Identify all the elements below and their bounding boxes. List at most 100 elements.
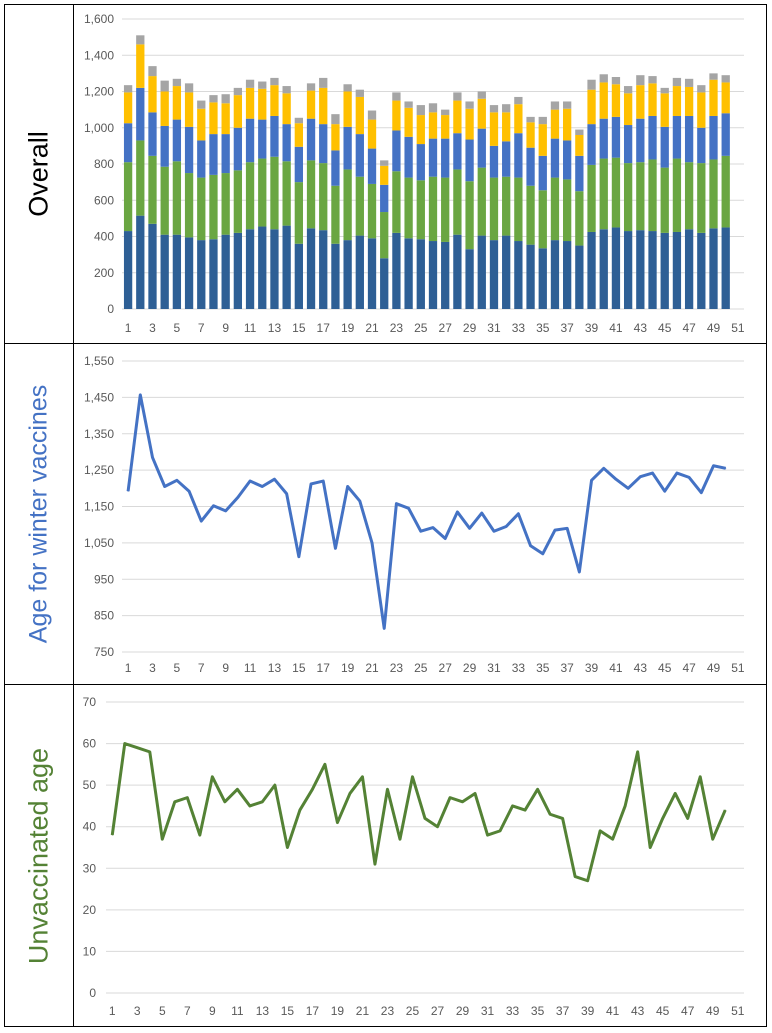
y-tick-label: 600 [94,193,114,207]
x-tick-label: 37 [560,321,574,335]
bar-segment [123,231,133,309]
y-tick-label: 20 [83,903,97,917]
x-tick-label: 9 [222,661,229,675]
bar-segment [563,179,572,242]
data-point [574,876,576,878]
bar-segment [136,35,145,45]
bar-segment [428,176,438,242]
data-point [124,743,126,745]
bar-segment [233,170,243,233]
bar-segment [148,112,157,156]
bar-segment [160,80,169,92]
data-point [652,472,654,474]
bar-segment [148,76,157,113]
data-point [462,801,464,803]
x-tick-label: 13 [268,661,282,675]
x-tick-label: 7 [198,661,205,675]
bar-segment [587,124,596,165]
bar-segment [623,231,633,309]
bar-segment [380,165,389,185]
data-point [359,500,361,502]
data-point [662,817,664,819]
bar-segment [428,112,438,139]
y-tick-label: 0 [107,302,114,316]
unvaccinated-row: Unvaccinated age 0 10 20 30 40 50 60 70 1 3 5 7 9 11 1… [5,685,766,1026]
bar-segment [197,140,206,178]
bar-segment [428,138,438,177]
bar-segment [404,107,413,137]
data-point [474,792,476,794]
x-tick-label: 39 [581,1004,595,1018]
bar-segment [477,167,486,236]
x-tick-label: 7 [198,321,205,335]
bar-segment [672,86,682,116]
bar-segment [331,185,340,244]
unvaccinated-chart-cell: 0 10 20 30 40 50 60 70 1 3 5 7 9 11 13 15 17 19 21 23 25 27 29… [74,685,766,1026]
bar-segment [282,93,291,125]
x-tick-label: 47 [682,661,696,675]
bar-segment [623,93,633,126]
data-point [537,788,539,790]
bar-segment [123,85,133,93]
bar-segment [514,241,523,309]
bar-segment [538,248,547,309]
bar-segment [392,92,401,101]
data-point [237,496,239,498]
x-tick-label: 45 [656,1004,670,1018]
bar-segment [148,223,157,309]
bar-segment [660,126,669,168]
bar-segment [319,124,328,164]
bar-segment [172,78,182,87]
bar-segment [697,163,706,233]
bar-segment [502,141,511,177]
bar-segment [709,159,718,229]
bar-segment [599,158,608,230]
data-point [336,822,338,824]
bar-segment [331,243,340,309]
x-tick-label: 33 [512,321,526,335]
winter-label-cell: Age for winter vaccines [5,344,74,684]
data-point [322,480,324,482]
bar-segment [611,157,621,228]
bar-segment [270,77,279,86]
x-tick-label: 37 [560,661,574,675]
data-point [481,512,483,514]
bar-segment [282,124,291,162]
bar-segment [587,79,596,90]
data-point [437,826,439,828]
bar-segment [233,87,243,96]
bar-segment [550,101,560,110]
bar-segment [514,104,523,134]
bar-segment [660,87,669,94]
bar-segment [502,112,511,142]
x-tick-label: 35 [536,661,550,675]
bar-segment [428,103,438,113]
bar-segment [258,119,267,159]
data-point [286,493,288,495]
bar-segment [636,75,645,86]
bar-segment [697,232,706,309]
x-tick-label: 21 [365,321,379,335]
x-tick-label: 39 [585,321,599,335]
x-tick-label: 31 [487,661,501,675]
data-point [299,809,301,811]
bar-segment [172,234,182,309]
bar-segment [245,229,255,309]
data-point [151,456,153,458]
unvaccinated-label: Unvaccinated age [23,747,54,964]
bar-segment [550,240,560,309]
winter-chart-cell: 750 850 950 1,050 1,150 1,250 1,350 1,450 1,550 1… [74,344,766,684]
x-tick-label: 19 [331,1004,345,1018]
x-tick-label: 17 [317,321,331,335]
data-point [724,809,726,811]
data-point [188,490,190,492]
bar-segment [587,231,596,309]
bar-segment [209,95,218,103]
bar-segment [294,182,303,244]
bar-segment [526,185,535,245]
bar-segment [233,95,243,128]
y-tick-label: 1,450 [84,390,114,404]
bar-segment [697,92,706,128]
bar-segment [319,77,328,88]
y-tick-label: 850 [94,609,114,623]
